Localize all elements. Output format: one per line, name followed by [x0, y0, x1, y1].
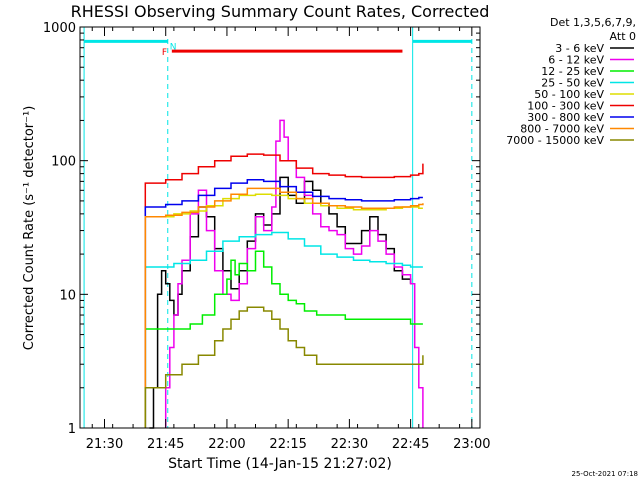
plot-frame: [79, 26, 481, 429]
series-line-0: [149, 176, 412, 429]
night-flag-label: N: [170, 42, 177, 52]
legend-label-2: 12 - 25 keV: [541, 65, 604, 78]
y-tick-label-1: 10: [59, 288, 76, 303]
y-tick-label-2: 100: [51, 155, 76, 170]
legend-label-1: 6 - 12 keV: [548, 54, 604, 67]
plot-area: NF: [83, 27, 473, 429]
legend-label-3: 25 - 50 keV: [541, 77, 604, 90]
y-axis-label: Corrected Count Rate (s⁻¹ detector⁻¹): [22, 106, 37, 351]
series-line-2: [144, 250, 423, 428]
y-tick-label-0: 1: [68, 422, 76, 437]
legend-header-attenuator: Att 0: [610, 30, 636, 43]
y-axis: 1 10 100 1000: [43, 21, 480, 437]
series-line-5: [144, 153, 424, 428]
y-tick-label-3: 1000: [43, 21, 76, 36]
footer-timestamp: 25-Oct-2021 07:18: [572, 470, 638, 478]
flare-flag-label: F: [162, 48, 167, 58]
x-tick-label-2: 22:00: [208, 437, 245, 452]
x-tick-label-5: 22:45: [392, 437, 429, 452]
legend-header-detectors: Det 1,3,5,6,7,9,: [550, 16, 636, 29]
legend-label-8: 7000 - 15000 keV: [506, 134, 604, 147]
series-line-4: [144, 193, 423, 428]
chart-title: RHESSI Observing Summary Count Rates, Co…: [71, 2, 490, 21]
legend-label-6: 300 - 800 keV: [527, 111, 604, 124]
legend-label-4: 50 - 100 keV: [534, 88, 604, 101]
x-tick-label-3: 22:15: [269, 437, 306, 452]
series-line-7: [144, 187, 424, 428]
series-line-6: [144, 178, 423, 428]
series-line-1: [164, 119, 424, 428]
x-tick-label-4: 22:30: [331, 437, 368, 452]
x-tick-label-0: 21:30: [86, 437, 123, 452]
x-tick-label-1: 21:45: [147, 437, 184, 452]
series-line-3: [144, 231, 423, 428]
x-axis: 21:30 21:45 22:00 22:15 22:30 22:45 23:00: [86, 27, 491, 452]
x-axis-label: Start Time (14-Jan-15 21:27:02): [168, 456, 392, 472]
series-line-8: [144, 306, 424, 428]
legend-label-7: 800 - 7000 keV: [520, 123, 604, 136]
x-tick-label-6: 23:00: [453, 437, 490, 452]
legend-label-5: 100 - 300 keV: [527, 100, 604, 113]
legend-label-0: 3 - 6 keV: [555, 42, 604, 55]
